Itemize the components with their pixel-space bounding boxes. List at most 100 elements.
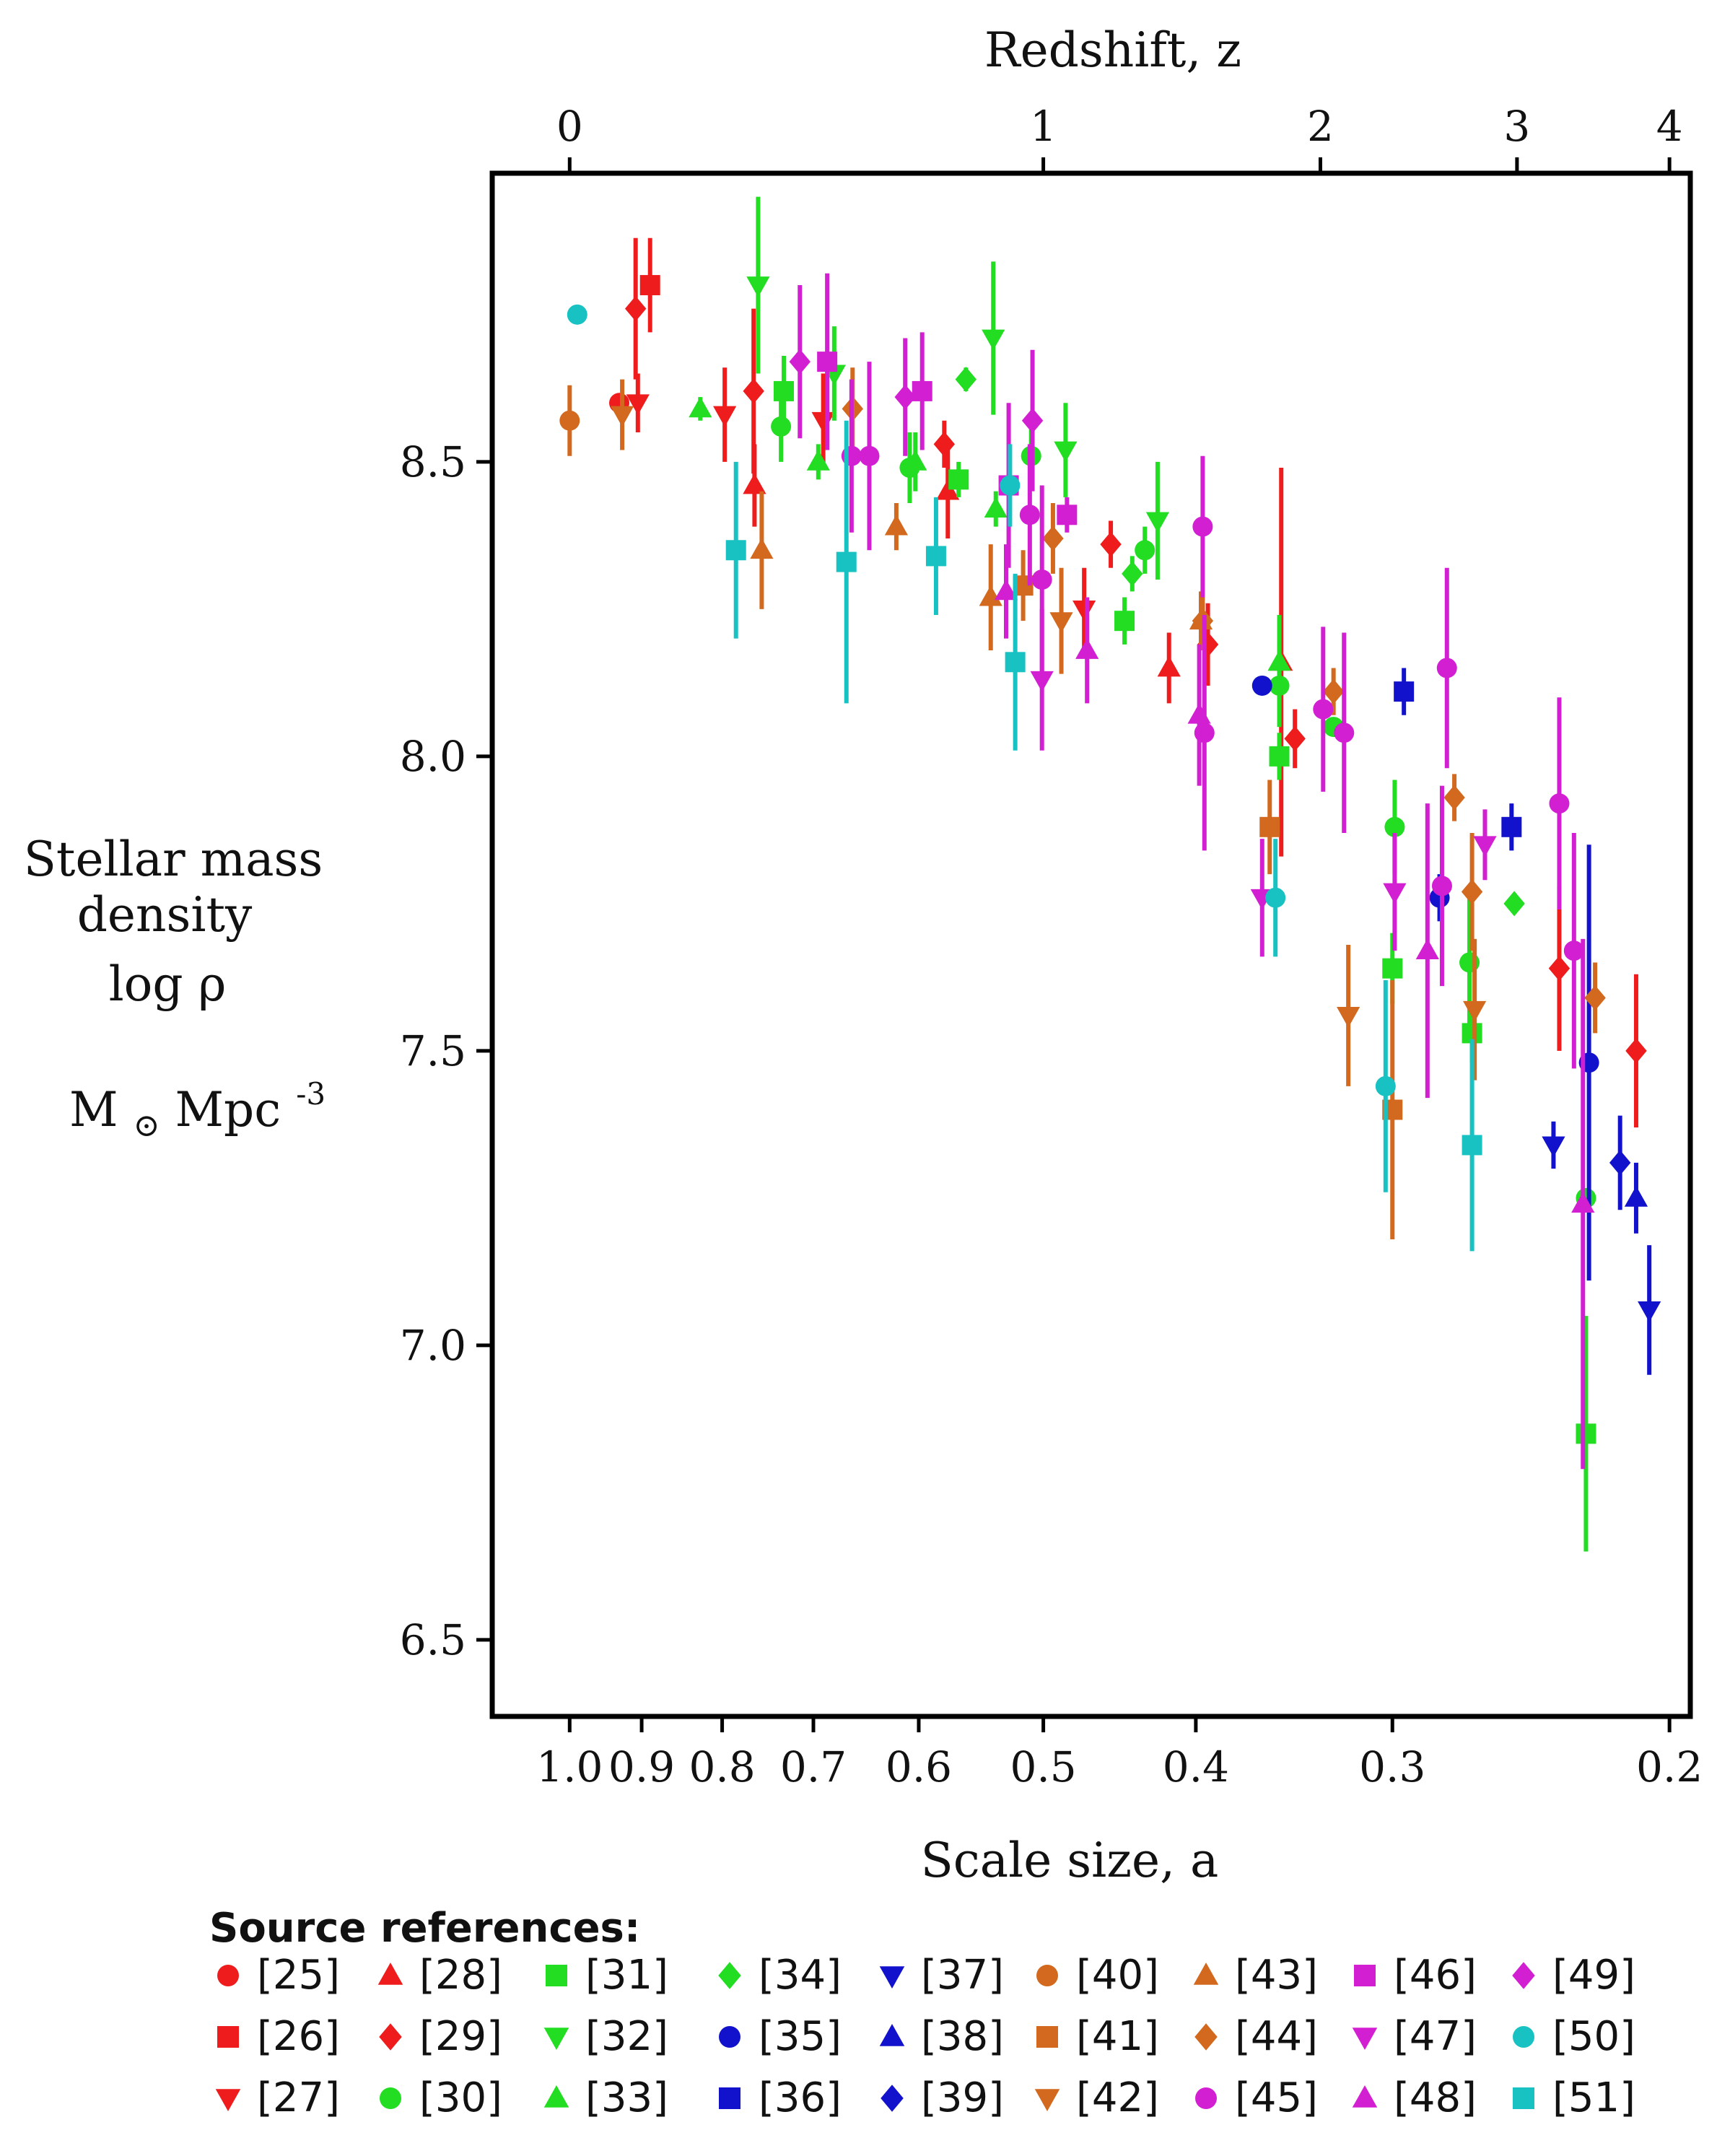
- data-point: [955, 367, 977, 393]
- legend-marker: [1034, 2089, 1060, 2111]
- y-axis-unit-rest: Mpc: [175, 1082, 281, 1138]
- data-point: [1394, 681, 1415, 702]
- legend-label: [41]: [1076, 2013, 1159, 2060]
- legend-marker: [879, 2024, 905, 2046]
- legend-label: [28]: [419, 1952, 502, 1999]
- x-tick-label: 0.6: [886, 1742, 952, 1791]
- series-37: [1542, 1121, 1661, 1375]
- data-point: [1322, 678, 1345, 704]
- legend-label: [31]: [585, 1952, 668, 1999]
- data-point: [1114, 611, 1135, 632]
- legend-item: [51]: [1513, 2074, 1635, 2121]
- data-point: [884, 514, 909, 536]
- legend-marker: [1352, 2085, 1378, 2108]
- y-tick-label: 7.5: [400, 1026, 466, 1075]
- data-point: [1284, 725, 1306, 751]
- legend-label: [46]: [1394, 1952, 1477, 1999]
- legend-label: [34]: [759, 1952, 842, 1999]
- top-tick-label: 3: [1503, 102, 1530, 151]
- legend-item: [39]: [881, 2074, 1004, 2121]
- legend-label: [27]: [257, 2074, 340, 2121]
- data-point: [1503, 891, 1525, 917]
- legend-marker: [1036, 1965, 1058, 1986]
- data-point: [1005, 652, 1026, 673]
- legend-marker: [1036, 2026, 1058, 2048]
- legend-title: Source references:: [209, 1905, 640, 1952]
- legend-label: [33]: [585, 2074, 668, 2121]
- data-point: [1473, 836, 1497, 857]
- legend-marker: [1513, 2087, 1534, 2109]
- legend-label: [45]: [1235, 2074, 1318, 2121]
- data-point: [994, 579, 1018, 601]
- y-axis-unit: M ⊙ Mpc -3: [69, 1076, 326, 1148]
- data-point: [1072, 600, 1096, 621]
- x-tick-label: 0.9: [608, 1742, 675, 1791]
- data-point: [750, 538, 774, 559]
- legend-label: [50]: [1552, 2013, 1635, 2060]
- legend-item: [32]: [543, 2013, 668, 2060]
- legend-marker: [546, 1965, 567, 1986]
- data-point: [1251, 675, 1272, 696]
- data-point: [948, 469, 969, 490]
- data-point: [1436, 658, 1457, 678]
- legend-item: [36]: [719, 2074, 842, 2121]
- data-point: [1019, 505, 1040, 525]
- legend-item: [49]: [1512, 1952, 1635, 1999]
- series-49: [789, 285, 1044, 492]
- data-point: [1609, 1150, 1631, 1176]
- legend-marker: [879, 1966, 905, 1989]
- y-tick-label: 8.5: [400, 437, 466, 486]
- x-tick-label: 1.0: [536, 1742, 603, 1791]
- data-point: [806, 450, 830, 471]
- y-tick-label: 7.0: [400, 1321, 466, 1370]
- data-point: [1267, 650, 1291, 671]
- data-point: [1337, 1007, 1360, 1028]
- x-tick-label: 0.3: [1359, 1742, 1425, 1791]
- axes-layer: 6.5 7.0 7.5 8.0 8.5 1.0 0.9 0.8 0.7 0.6 0.5 0.4 0.3 0…: [400, 102, 1703, 1791]
- data-point: [1563, 940, 1584, 961]
- data-point: [1501, 816, 1522, 837]
- legend-item: [27]: [215, 2074, 340, 2121]
- data-point: [984, 497, 1008, 518]
- data-point: [979, 585, 1002, 606]
- legend-label: [37]: [921, 1952, 1004, 1999]
- series-26: [639, 237, 660, 333]
- top-tick-label: 0: [556, 102, 583, 151]
- data-point: [713, 406, 737, 427]
- data-point: [689, 396, 712, 418]
- legend-marker: [543, 2085, 569, 2108]
- data-point: [789, 349, 811, 375]
- data-point: [1265, 887, 1286, 908]
- y-axis-title-line-1: Stellar mass: [24, 832, 323, 887]
- legend-marker: [379, 2023, 402, 2051]
- data-point: [1135, 540, 1155, 561]
- data-point: [626, 394, 650, 416]
- legend-marker: [1354, 1965, 1376, 1986]
- data-point: [1461, 879, 1483, 905]
- data-point: [1382, 958, 1403, 979]
- data-point: [1375, 1075, 1396, 1096]
- data-point: [1030, 671, 1054, 692]
- data-point: [1462, 1135, 1482, 1156]
- legend-marker: [1193, 1963, 1219, 1985]
- legend-item: [42]: [1034, 2074, 1159, 2121]
- legend-label: [35]: [759, 2013, 842, 2060]
- legend-label: [30]: [419, 2074, 502, 2121]
- data-point: [1187, 702, 1211, 724]
- legend-item: [29]: [379, 2013, 502, 2060]
- series-45: [841, 362, 1584, 1069]
- series-39: [1609, 1115, 1631, 1210]
- legend-marker: [718, 1962, 741, 1989]
- series-50: [567, 304, 1396, 1192]
- data-point: [1384, 816, 1405, 837]
- data-point: [1100, 531, 1122, 557]
- data-point: [904, 450, 927, 471]
- legend-item: [44]: [1194, 2013, 1318, 2060]
- legend-marker: [1513, 2026, 1534, 2048]
- x-tick-label: 0.5: [1010, 1742, 1076, 1791]
- series-34: [955, 367, 1525, 917]
- legend-item: [41]: [1036, 2013, 1159, 2060]
- x-tick-label: 0.7: [780, 1742, 847, 1791]
- data-point: [1042, 525, 1064, 551]
